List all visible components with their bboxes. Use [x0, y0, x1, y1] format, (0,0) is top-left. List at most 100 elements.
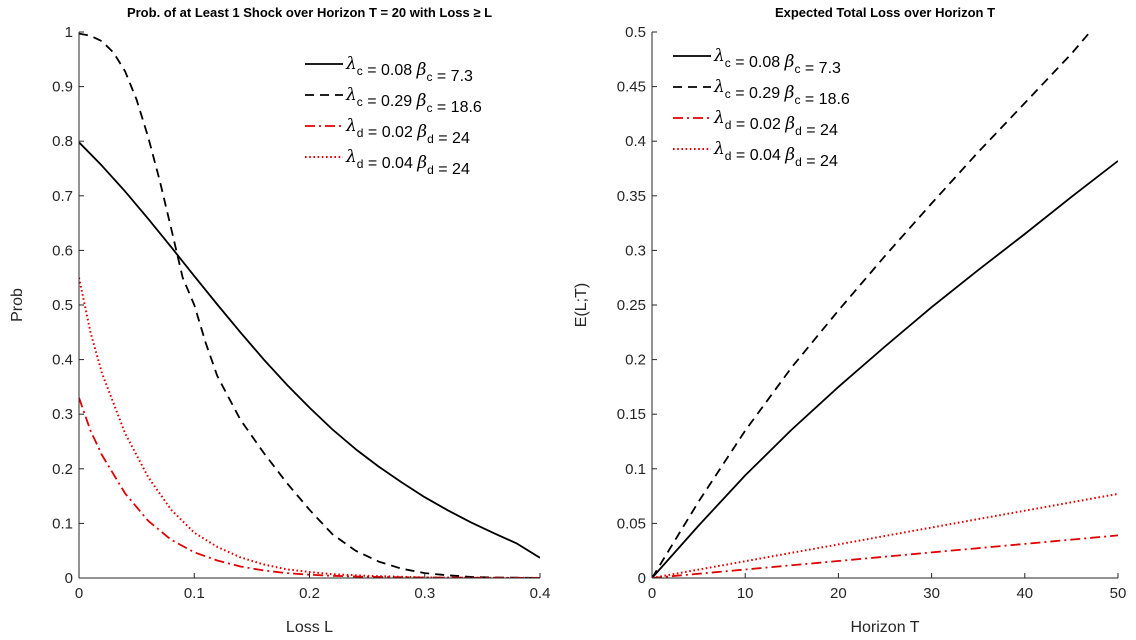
legend-lambda: 0.02	[750, 116, 781, 133]
y-tick-label: 0.6	[52, 242, 73, 259]
legend-beta: 18.6	[451, 99, 482, 116]
x-axis-label: Loss L	[286, 619, 333, 636]
legend-entry-3: λd = 0.02 βd = 24	[713, 108, 838, 139]
legend-text: =	[731, 85, 749, 102]
greek-symbol: λ	[713, 139, 725, 159]
legend-text: =	[432, 68, 450, 85]
legend-beta-sub: c	[426, 101, 432, 115]
legend-text: =	[731, 147, 749, 164]
legend-lambda-sub: d	[725, 118, 732, 132]
y-tick-label: 0.3	[52, 406, 73, 423]
legend-text: =	[800, 60, 818, 77]
greek-symbol: λ	[345, 54, 357, 74]
y-tick-label: 0.2	[52, 461, 73, 478]
greek-symbol: β	[416, 122, 427, 142]
series-line-3	[79, 397, 540, 578]
legend-text: =	[731, 54, 749, 71]
legend-beta-sub: d	[427, 163, 434, 177]
legend-beta-sub: c	[426, 70, 432, 84]
legend-lambda-sub: c	[357, 95, 363, 109]
greek-symbol: λ	[345, 147, 357, 167]
legend-lambda-sub: c	[357, 64, 363, 78]
y-tick-label: 0.9	[52, 79, 73, 96]
legend-beta: 24	[452, 130, 470, 147]
legend-text: =	[363, 155, 381, 172]
legend-lambda: 0.04	[750, 147, 781, 164]
greek-symbol: β	[416, 91, 427, 111]
panel-2: Expected Total Loss over Horizon T 0 10 20 3…	[573, 5, 1126, 636]
greek-symbol: λ	[713, 46, 725, 66]
chart-title: Prob. of at Least 1 Shock over Horizon T…	[127, 5, 492, 20]
legend-text: =	[432, 99, 450, 116]
legend-beta-sub: c	[794, 62, 800, 76]
greek-symbol: β	[416, 153, 427, 173]
legend-beta-sub: d	[427, 132, 434, 146]
x-tick-label: 0.1	[184, 585, 205, 602]
x-tick-label: 40	[1016, 585, 1033, 602]
series-line-1	[652, 160, 1118, 578]
legend-beta: 7.3	[451, 68, 473, 85]
x-tick-label: 0	[648, 585, 656, 602]
legend-beta-sub: d	[795, 155, 802, 169]
legend-lambda: 0.08	[381, 62, 412, 79]
series-line-4	[652, 492, 1118, 578]
y-tick-label: 1	[65, 24, 73, 41]
legend-text: =	[731, 116, 749, 133]
legend-lambda: 0.08	[749, 54, 780, 71]
y-tick-label: 0.5	[625, 24, 646, 41]
y-tick-label: 0.5	[52, 297, 73, 314]
legend-lambda: 0.29	[381, 93, 412, 110]
legend-entry-4: λd = 0.04 βd = 24	[713, 139, 838, 170]
legend-lambda-sub: d	[357, 126, 364, 140]
y-tick-label: 0.25	[617, 297, 646, 314]
legend-lambda: 0.02	[382, 124, 413, 141]
y-tick-label: 0.15	[617, 406, 646, 423]
y-tick-label: 0.3	[625, 242, 646, 259]
y-tick-label: 0	[65, 570, 73, 587]
x-tick-label: 0.3	[414, 585, 435, 602]
y-tick-label: 0.8	[52, 133, 73, 150]
y-tick-label: 0.1	[625, 461, 646, 478]
legend-lambda-sub: d	[357, 157, 364, 171]
legend-text: =	[363, 124, 381, 141]
y-axis-label: Prob	[9, 288, 26, 322]
y-tick-label: 0	[638, 570, 646, 587]
legend-beta-sub: d	[795, 124, 802, 138]
legend-entry-2: λc = 0.29 βc = 18.6	[713, 77, 850, 108]
x-axis-label: Horizon T	[850, 619, 919, 636]
x-tick-label: 10	[737, 585, 754, 602]
legend-entry-1: λc = 0.08 βc = 7.3	[345, 54, 473, 85]
greek-symbol: λ	[713, 77, 725, 97]
greek-symbol: β	[784, 145, 795, 165]
legend-entry-3: λd = 0.02 βd = 24	[345, 116, 470, 147]
legend-text: =	[434, 161, 452, 178]
x-tick-label: 30	[923, 585, 940, 602]
greek-symbol: β	[784, 83, 795, 103]
y-tick-label: 0.4	[52, 352, 73, 369]
legend-beta: 24	[452, 161, 470, 178]
greek-symbol: β	[416, 60, 427, 80]
y-tick-label: 0.1	[52, 515, 73, 532]
legend-beta-sub: c	[794, 93, 800, 107]
series-line-2	[652, 32, 1091, 578]
chart-title: Expected Total Loss over Horizon T	[775, 5, 995, 20]
legend-beta: 24	[820, 122, 838, 139]
legend-text: =	[802, 153, 820, 170]
series-line-2	[79, 32, 540, 578]
series-line-4	[79, 277, 540, 578]
x-tick-label: 0.4	[530, 585, 551, 602]
y-tick-label: 0.45	[617, 79, 646, 96]
legend-lambda: 0.04	[382, 155, 413, 172]
legend-lambda-sub: c	[725, 56, 731, 70]
greek-symbol: β	[784, 114, 795, 134]
greek-symbol: λ	[345, 85, 357, 105]
legend-entry-1: λc = 0.08 βc = 7.3	[713, 46, 841, 77]
greek-symbol: λ	[713, 108, 725, 128]
greek-symbol: β	[784, 52, 795, 72]
y-axis-label: E(L;T)	[573, 283, 590, 327]
x-tick-label: 0	[75, 585, 83, 602]
series-line-1	[79, 141, 540, 559]
y-tick-label: 0.4	[625, 133, 646, 150]
legend-beta: 18.6	[819, 91, 850, 108]
